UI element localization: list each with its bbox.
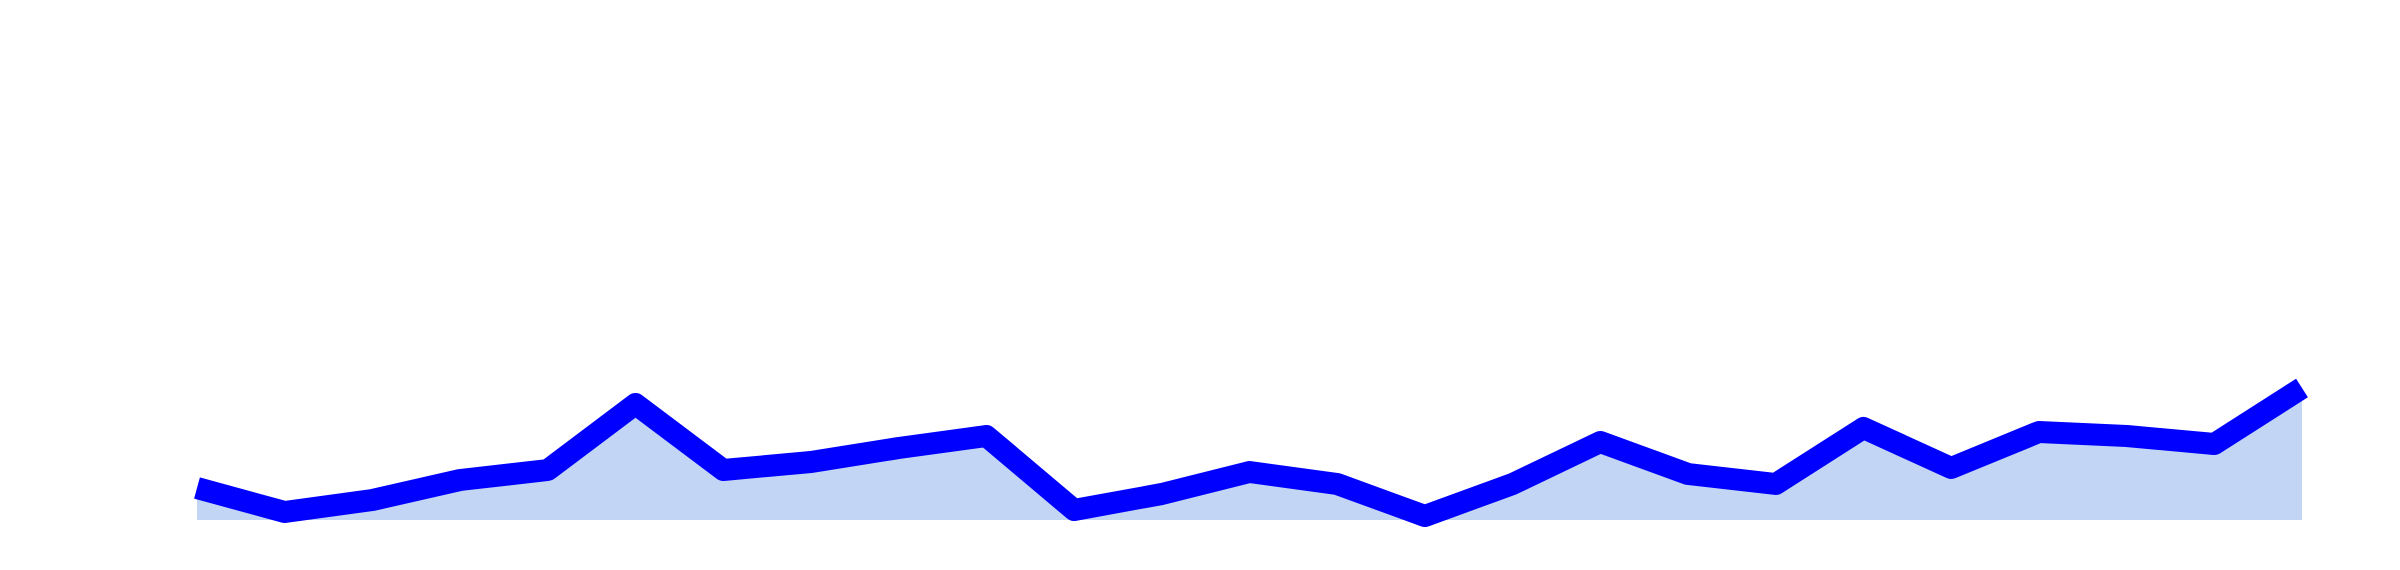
data-point [2213,443,2215,445]
data-point [1512,483,1514,485]
data-point [985,435,987,437]
data-point [2038,431,2040,433]
data-point [1336,483,1338,485]
series-line [194,378,2308,527]
data-point [1424,515,1426,517]
data-point [1950,467,1952,469]
data-point [371,499,373,501]
data-point [1775,483,1777,485]
data-point [459,479,461,481]
data-point [196,487,198,489]
data-point [810,461,812,463]
data-point [547,469,549,471]
data-point [2126,435,2128,437]
data-point [1863,427,1865,429]
data-point [722,469,724,471]
data-point [635,403,637,405]
data-point [1161,493,1163,495]
data-point [1073,509,1075,511]
data-point [2301,387,2303,389]
data-point [1599,441,1601,443]
data-point [1687,473,1689,475]
plot-area [194,378,2308,527]
data-point [1249,471,1251,473]
data-point [898,447,900,449]
data-point [284,511,286,513]
